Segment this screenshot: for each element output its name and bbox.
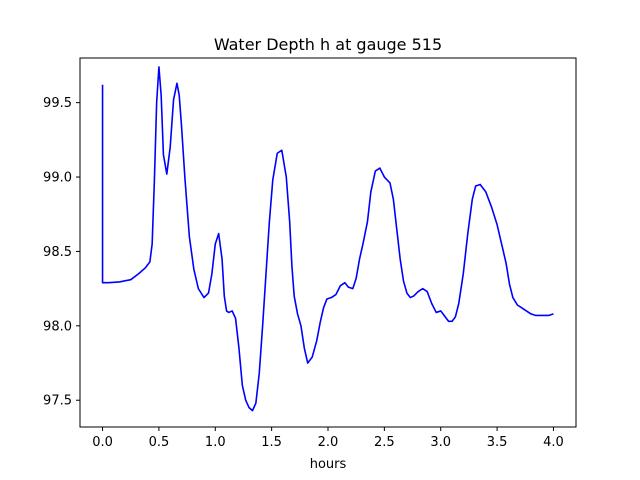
x-tick-label: 1.0 <box>205 435 226 450</box>
y-tick-label: 98.5 <box>43 245 72 260</box>
chart-title: Water Depth h at gauge 515 <box>214 35 442 54</box>
y-tick-label: 98.0 <box>43 319 72 334</box>
x-tick-label: 0.5 <box>149 435 170 450</box>
x-tick-label: 3.5 <box>487 435 508 450</box>
x-tick-label: 1.5 <box>261 435 282 450</box>
series-line-0 <box>101 66 554 412</box>
y-tick-label: 97.5 <box>43 394 72 409</box>
x-tick-label: 3.0 <box>430 435 451 450</box>
plot-area: 0.0 0.5 1.0 1.5 2.0 2.5 3.0 3.5 4.0 97.5 98.0 98.5 9… <box>43 57 577 450</box>
x-tick-label: 4.0 <box>543 435 564 450</box>
y-tick-label: 99.0 <box>43 171 72 186</box>
y-tick-label: 99.5 <box>43 96 72 111</box>
x-tick-label: 2.5 <box>374 435 395 450</box>
x-tick-label: 0.0 <box>92 435 113 450</box>
x-tick-label: 2.0 <box>318 435 339 450</box>
x-axis-label: hours <box>310 457 347 472</box>
